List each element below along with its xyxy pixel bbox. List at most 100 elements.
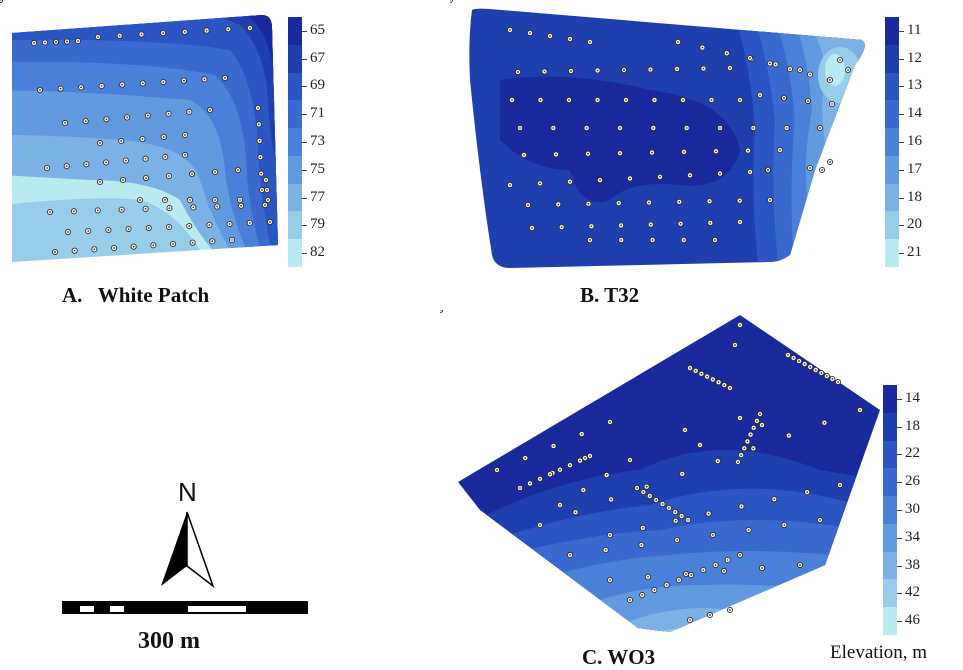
sample-point-dot bbox=[549, 473, 551, 476]
sample-point-dot bbox=[729, 67, 731, 69]
sample-point-dot bbox=[184, 134, 186, 136]
sample-point-dot bbox=[684, 429, 686, 431]
legend-tick bbox=[899, 58, 904, 60]
sample-point-dot bbox=[539, 477, 541, 480]
sample-point-dot bbox=[825, 375, 828, 377]
sample-point-dot bbox=[636, 487, 638, 489]
sample-point-dot bbox=[87, 230, 90, 232]
sample-point-dot bbox=[798, 360, 801, 362]
legend-value: 71 bbox=[310, 105, 325, 122]
sample-point-dot bbox=[809, 73, 811, 76]
legend-tick bbox=[899, 86, 904, 88]
sample-point-dot bbox=[617, 202, 620, 205]
sample-point-dot bbox=[690, 574, 693, 576]
sample-point-dot bbox=[72, 210, 75, 213]
legend-tick bbox=[302, 169, 307, 171]
sample-point-dot bbox=[706, 375, 709, 378]
sample-point-dot bbox=[710, 99, 713, 101]
legend-swatch bbox=[885, 128, 899, 157]
sample-point bbox=[450, 0, 454, 4]
sample-point-dot bbox=[683, 150, 685, 153]
sample-point-dot bbox=[596, 69, 599, 72]
legend-swatch bbox=[883, 496, 897, 525]
sample-point-dot bbox=[829, 79, 831, 81]
sample-point-dot bbox=[685, 127, 688, 129]
sample-point-dot bbox=[560, 226, 563, 229]
legend-swatch bbox=[885, 183, 899, 212]
legend-swatch bbox=[885, 17, 899, 46]
sample-point-dot bbox=[723, 384, 726, 387]
sample-point-dot bbox=[568, 99, 570, 101]
legend-swatch bbox=[288, 155, 302, 185]
legend-tick bbox=[897, 426, 902, 428]
sample-point-dot bbox=[126, 116, 129, 119]
sample-point-dot bbox=[172, 243, 174, 245]
sample-point-dot bbox=[682, 99, 684, 101]
sample-point-dot bbox=[714, 239, 716, 241]
sample-point-dot bbox=[141, 82, 144, 85]
sample-point-dot bbox=[653, 589, 656, 591]
sample-point-dot bbox=[605, 474, 608, 476]
sample-point-dot bbox=[214, 199, 216, 201]
sample-point-dot bbox=[59, 87, 62, 90]
sample-point-dot bbox=[249, 27, 251, 29]
legend-value: 65 bbox=[310, 21, 325, 38]
sample-point-dot bbox=[665, 584, 668, 586]
legend-tick bbox=[899, 253, 904, 255]
sample-point-dot bbox=[674, 519, 677, 522]
sample-point-dot bbox=[839, 59, 841, 61]
sample-point-dot bbox=[725, 52, 728, 55]
sample-point-dot bbox=[749, 57, 751, 59]
sample-point-dot bbox=[539, 99, 542, 101]
sample-point bbox=[440, 310, 444, 314]
sample-point-dot bbox=[549, 35, 551, 37]
sample-point-dot bbox=[100, 85, 103, 87]
sample-point-dot bbox=[440, 310, 441, 311]
sample-point-dot bbox=[661, 503, 664, 505]
caption-wo3: C. WO3 bbox=[582, 645, 656, 669]
legend-value: 42 bbox=[905, 584, 920, 601]
legend-swatch bbox=[885, 239, 899, 268]
sample-point-dot bbox=[761, 424, 763, 426]
sample-point-dot bbox=[267, 199, 269, 201]
sample-point-dot bbox=[39, 89, 41, 91]
sample-point-dot bbox=[529, 482, 531, 485]
legend-value: 22 bbox=[905, 445, 920, 462]
sample-point-dot bbox=[738, 199, 741, 202]
legend-tick bbox=[897, 537, 902, 539]
sample-point-dot bbox=[678, 200, 681, 203]
sample-point-dot bbox=[819, 127, 821, 129]
legend-white-patch: 65 67 69 71 73 75 77 79 82 bbox=[288, 17, 348, 268]
sample-point-dot bbox=[746, 440, 749, 443]
legend-swatch bbox=[883, 385, 897, 414]
legend-swatch bbox=[883, 579, 897, 608]
sample-point-dot bbox=[66, 40, 68, 43]
legend-value: 77 bbox=[310, 188, 325, 205]
legend-swatch bbox=[883, 607, 897, 636]
legend-value: 73 bbox=[310, 133, 325, 149]
sample-point-dot bbox=[629, 599, 631, 601]
sample-point-dot bbox=[740, 454, 743, 457]
sample-point-dot bbox=[580, 433, 583, 435]
sample-point-dot bbox=[714, 564, 717, 566]
legend-tick bbox=[302, 30, 307, 32]
sample-point-dot bbox=[749, 171, 751, 173]
legend-value: 17 bbox=[907, 160, 922, 177]
sample-point-dot bbox=[54, 251, 56, 253]
sample-point-dot bbox=[164, 199, 166, 201]
legend-value: 34 bbox=[905, 528, 920, 545]
legend-tick bbox=[899, 114, 904, 116]
sample-point-dot bbox=[707, 512, 710, 515]
legend-tick bbox=[899, 30, 904, 32]
legend-tick bbox=[897, 621, 902, 623]
sample-point-dot bbox=[140, 33, 143, 36]
sample-point-dot bbox=[677, 579, 680, 581]
legend-tick bbox=[302, 58, 307, 60]
sample-point-dot bbox=[168, 207, 171, 210]
legend-tick bbox=[302, 114, 307, 116]
sample-point-dot bbox=[162, 81, 165, 83]
sample-point-dot bbox=[743, 447, 746, 450]
sample-point-dot bbox=[585, 127, 588, 129]
legend-value: 18 bbox=[905, 417, 920, 434]
sample-point-dot bbox=[702, 569, 705, 571]
